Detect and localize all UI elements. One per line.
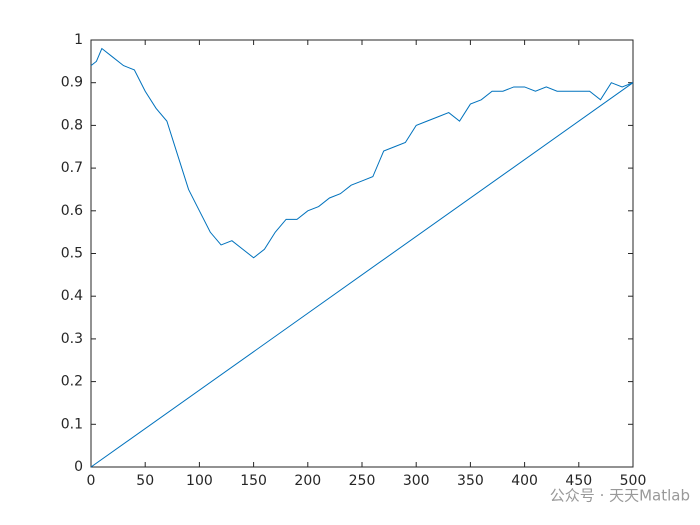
x-tick-label: 350 — [457, 473, 484, 489]
x-tick-label: 250 — [349, 473, 376, 489]
x-tick-label: 500 — [620, 473, 647, 489]
x-tick-label: 450 — [565, 473, 592, 489]
x-tick-label: 300 — [403, 473, 430, 489]
y-tick-label: 0 — [74, 459, 83, 475]
watermark: 公众号 · 天天Matlab — [550, 487, 690, 505]
data-line — [90, 82, 634, 468]
x-tick-label: 200 — [294, 473, 321, 489]
y-tick-label: 1 — [74, 32, 83, 48]
y-tick-label: 0.8 — [61, 117, 83, 133]
y-tick-label: 0.9 — [61, 75, 83, 91]
y-tick-label: 0.2 — [61, 374, 83, 390]
x-tick-label: 0 — [87, 473, 96, 489]
y-tick-label: 0.5 — [61, 246, 83, 262]
y-tick-label: 0.1 — [61, 416, 83, 432]
axes-box — [90, 39, 634, 468]
y-tick-label: 0.4 — [61, 288, 83, 304]
y-tick-label: 0.6 — [61, 203, 83, 219]
y-tick-label: 0.7 — [61, 160, 83, 176]
y-tick-label: 0.3 — [61, 331, 83, 347]
x-tick-label: 100 — [186, 473, 213, 489]
x-tick-label: 150 — [240, 473, 267, 489]
x-tick-label: 400 — [511, 473, 538, 489]
data-line — [90, 47, 634, 259]
x-tick-label: 50 — [136, 473, 154, 489]
